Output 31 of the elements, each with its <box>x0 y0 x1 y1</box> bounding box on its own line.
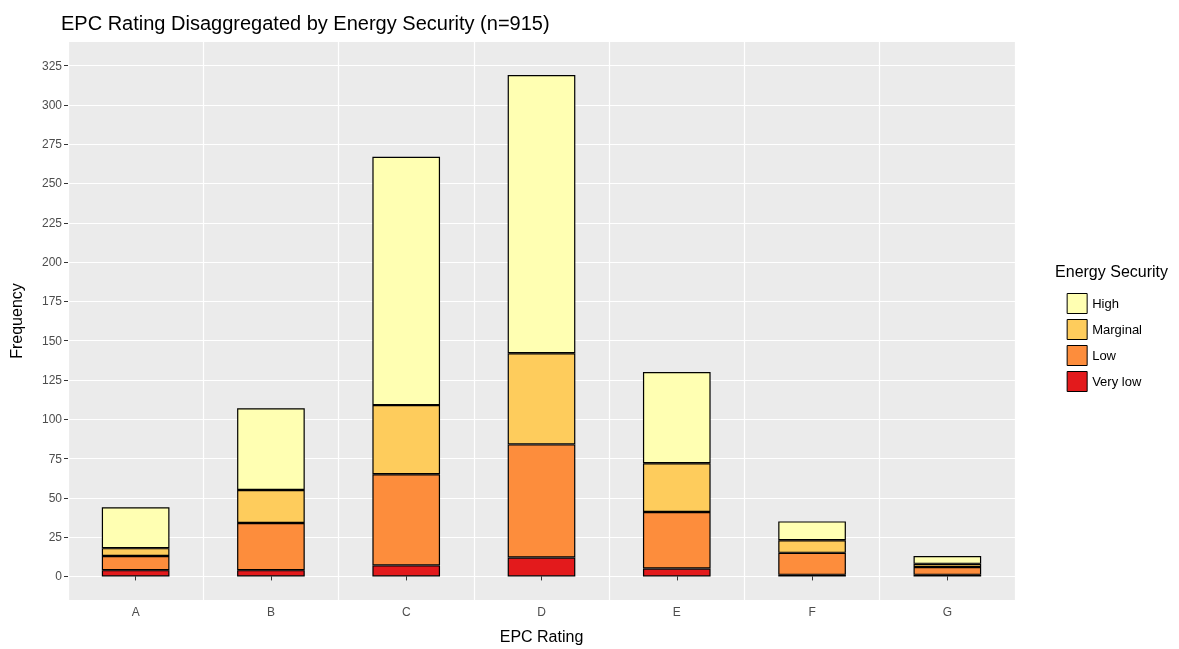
x-tick-label: G <box>942 605 953 619</box>
y-tick-label: 0 <box>55 569 63 584</box>
y-tick-label: 325 <box>41 58 63 73</box>
y-tick-label: 200 <box>41 255 63 270</box>
bar <box>913 566 982 575</box>
y-tick-label: 100 <box>41 412 63 427</box>
y-tick-label: 250 <box>41 176 63 191</box>
x-tick-label: A <box>131 605 140 619</box>
x-tick-label: D <box>537 605 547 619</box>
legend-title: Energy Security <box>1055 262 1168 280</box>
y-tick-label: 150 <box>41 333 63 348</box>
x-tick-label: F <box>808 605 816 619</box>
y-tick-label: 225 <box>41 215 63 230</box>
chart-title: EPC Rating Disaggregated by Energy Security (n=915) <box>61 12 550 34</box>
x-tick-label: B <box>266 605 275 619</box>
y-tick-label: 275 <box>41 137 63 152</box>
y-tick-label: 175 <box>41 294 63 309</box>
x-tick-label: E <box>672 605 681 619</box>
y-tick-label: 25 <box>48 530 63 545</box>
bar <box>913 555 982 564</box>
legend-label: Low <box>1092 348 1117 363</box>
y-tick-label: 75 <box>48 451 63 466</box>
x-tick-label: C <box>401 605 411 619</box>
x-axis-title: EPC Rating <box>499 627 584 645</box>
y-axis-title: Frequency <box>7 283 25 359</box>
y-tick-label: 300 <box>41 97 63 112</box>
legend-label: Marginal <box>1092 322 1143 337</box>
legend-label: High <box>1092 296 1119 311</box>
y-tick-label: 50 <box>48 490 63 505</box>
y-tick-label: 125 <box>41 372 63 387</box>
legend-label: Very low <box>1092 374 1142 389</box>
